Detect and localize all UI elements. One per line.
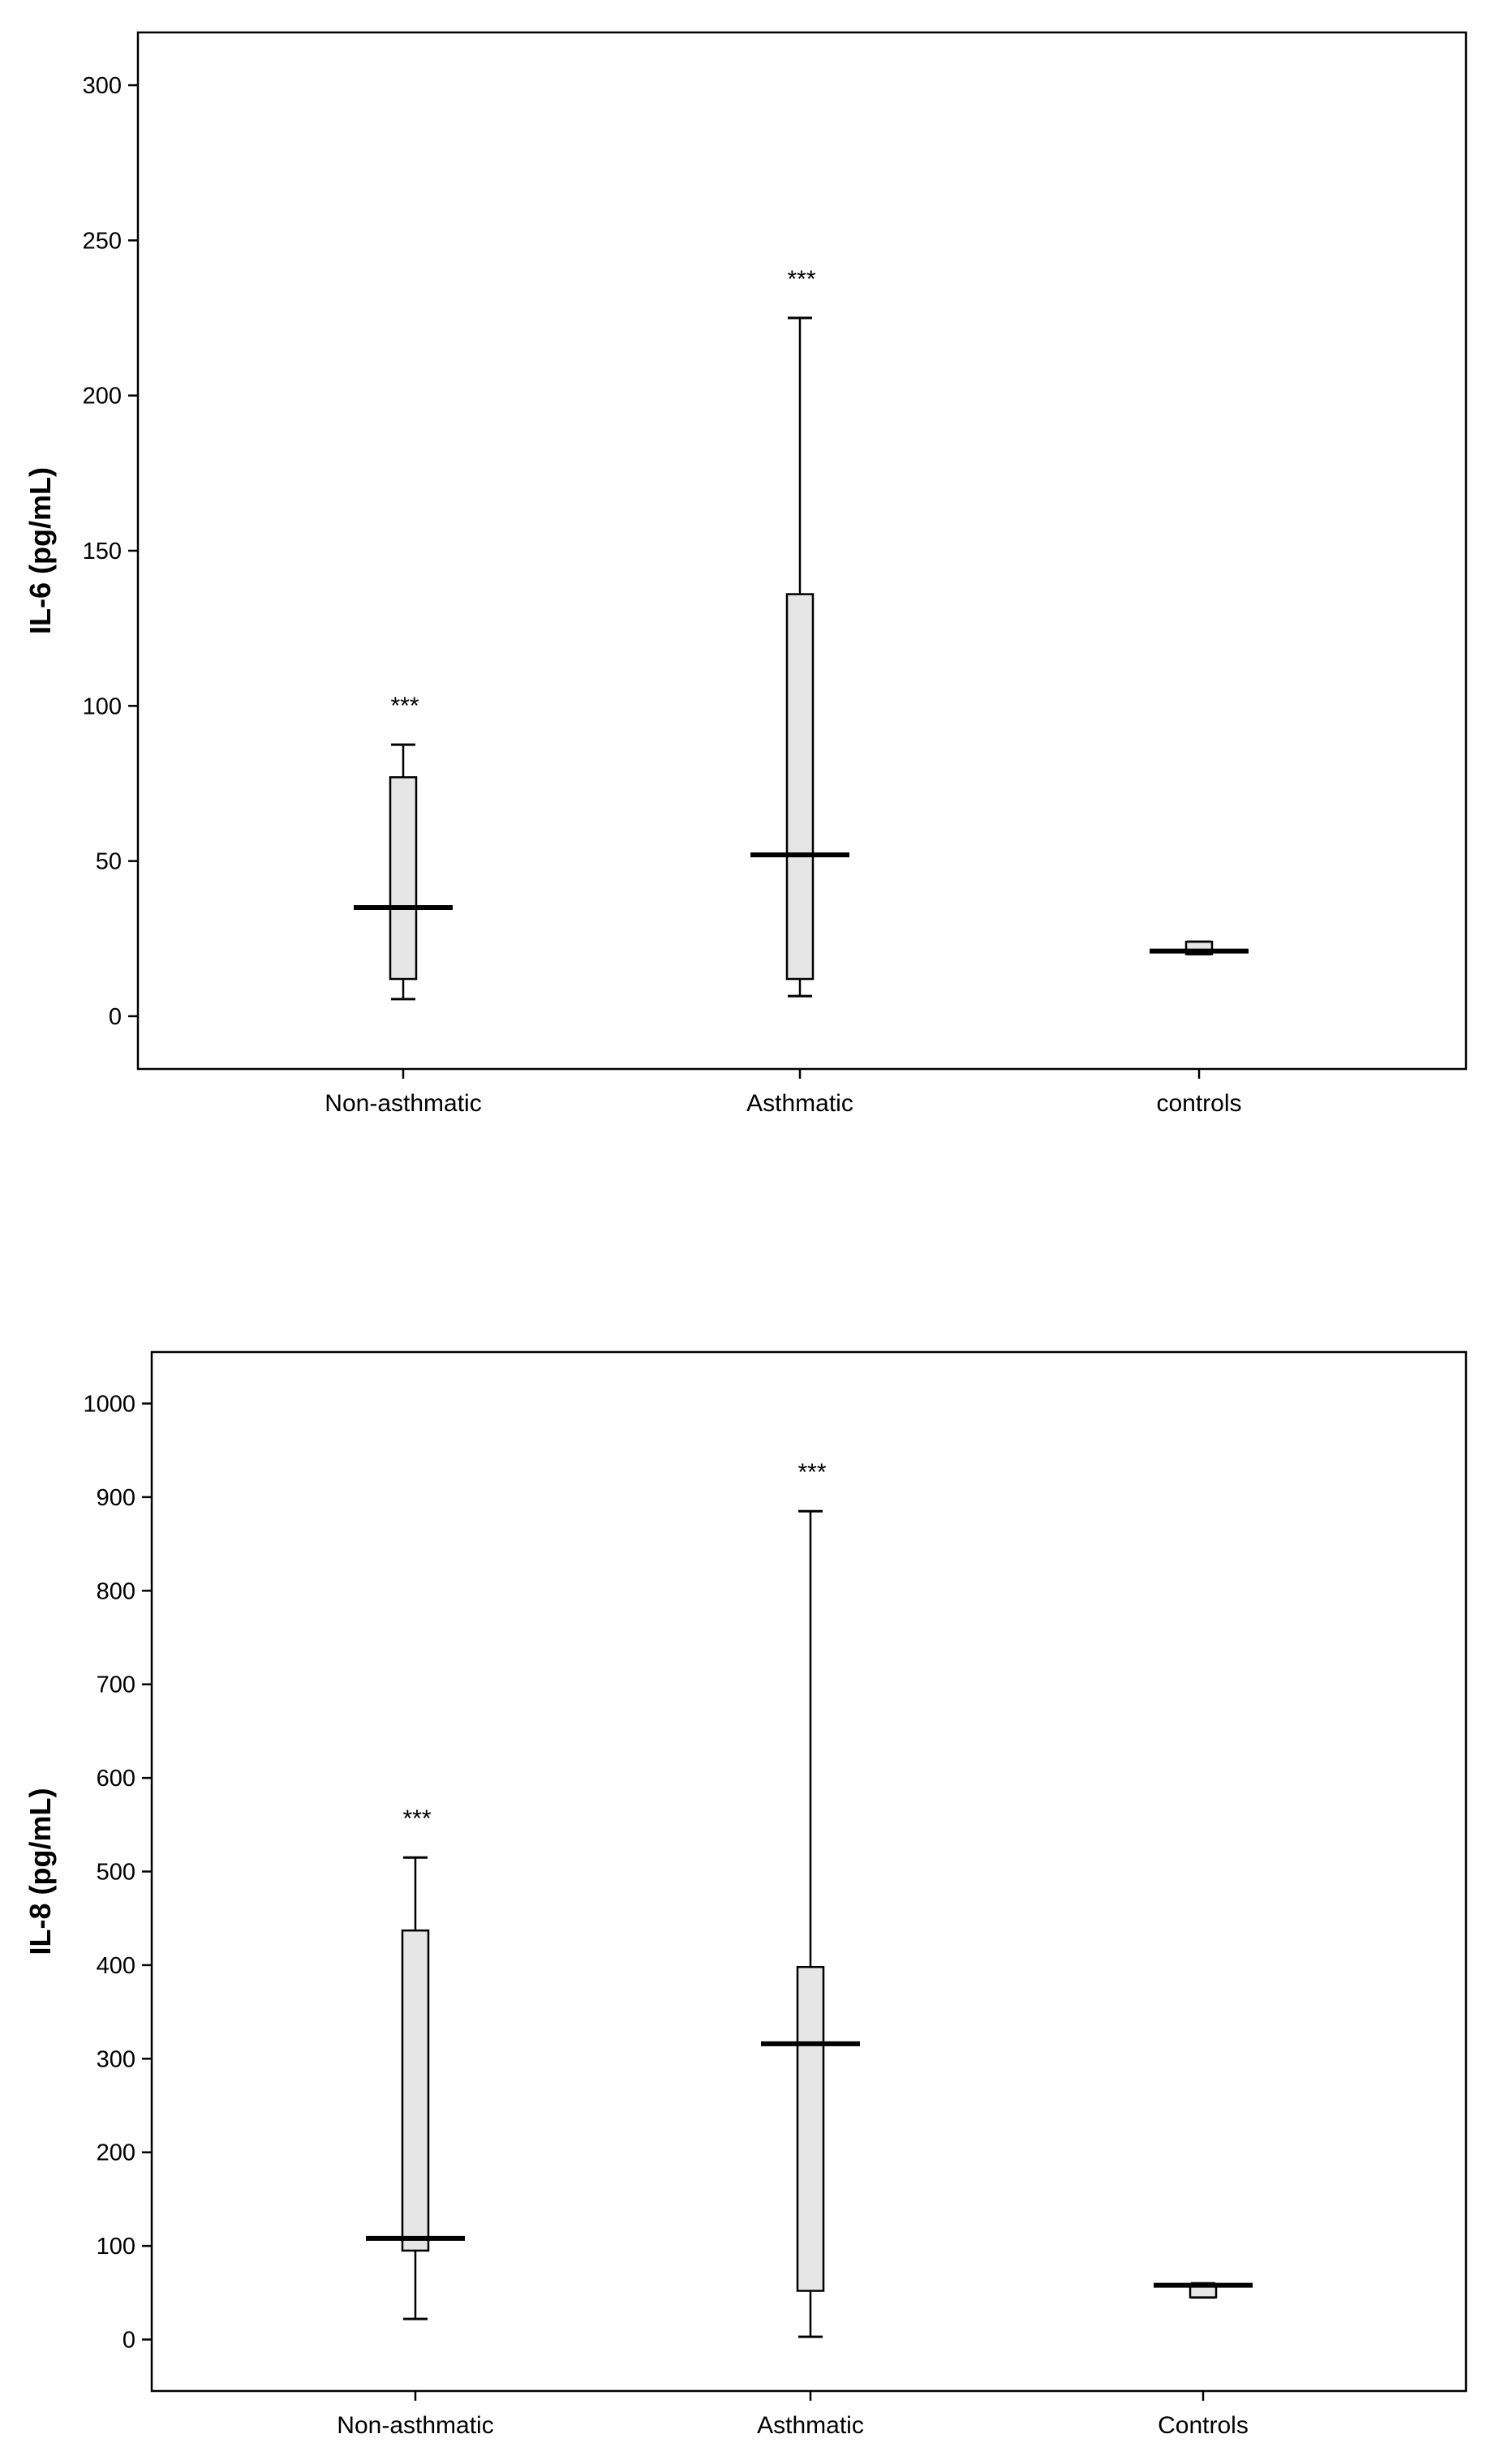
- significance-marker: ***: [390, 693, 419, 719]
- y-tick-label: 100: [83, 693, 122, 719]
- x-tick-label: Asthmatic: [757, 2412, 864, 2439]
- x-tick-label: controls: [1156, 1090, 1241, 1117]
- y-tick-label: 800: [97, 1578, 135, 1604]
- box-controls: [1150, 940, 1249, 955]
- y-tick-label: 1000: [83, 1391, 135, 1417]
- iqr-box: [796, 1965, 825, 2292]
- box-controls: [1154, 2282, 1253, 2299]
- x-tick-label: Non-asthmatic: [325, 1090, 481, 1117]
- box-asthmatic: ***: [750, 266, 849, 998]
- y-tick-label: 500: [97, 1860, 135, 1886]
- y-tick-label: 900: [97, 1485, 135, 1511]
- y-tick-label: 300: [97, 2046, 135, 2072]
- box-non-asthmatic: ***: [354, 693, 453, 1001]
- chart-panel-2: 0 100 200 300 400 500 600 700 800 900 1000 IL-8 (pg…: [24, 1350, 1468, 2439]
- y-axis-title: IL-8 (pg/mL): [24, 1788, 57, 1955]
- iqr-box: [401, 1929, 430, 2252]
- y-tick-label: 250: [83, 228, 122, 254]
- iqr-box: [785, 593, 815, 981]
- y-tick-label: 0: [109, 1004, 122, 1030]
- y-tick-label: 150: [83, 539, 122, 564]
- y-tick-label: 0: [123, 2328, 135, 2354]
- y-tick-label: 400: [97, 1953, 135, 1979]
- significance-marker: ***: [797, 1459, 826, 1486]
- y-tick-label: 300: [83, 73, 122, 99]
- y-tick-label: 700: [97, 1672, 135, 1698]
- y-tick-label: 100: [97, 2234, 135, 2260]
- y-tick-label: 200: [83, 384, 122, 410]
- y-tick-label: 600: [97, 1766, 135, 1792]
- y-axis-title: IL-6 (pg/mL): [24, 467, 57, 634]
- significance-marker: ***: [402, 1805, 431, 1832]
- iqr-box: [389, 776, 418, 981]
- x-tick-label: Controls: [1158, 2412, 1249, 2439]
- y-tick-label: 50: [96, 849, 122, 875]
- chart-panel-1: 0 50 100 150 200 250 300 IL-6 (pg/mL) Non-asthma…: [24, 31, 1468, 1117]
- significance-marker: ***: [787, 266, 815, 293]
- y-tick-label: 200: [97, 2140, 135, 2166]
- x-tick-label: Asthmatic: [746, 1090, 853, 1117]
- box-asthmatic: ***: [761, 1459, 860, 2338]
- x-tick-label: Non-asthmatic: [337, 2412, 493, 2439]
- box-non-asthmatic: ***: [366, 1805, 465, 2320]
